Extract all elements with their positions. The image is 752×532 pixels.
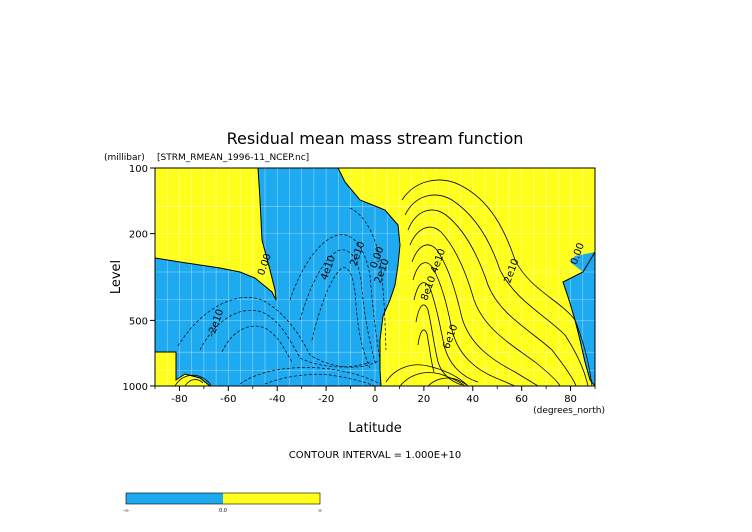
y-units-label: (millibar) bbox=[104, 153, 145, 163]
x-tick-label: 20 bbox=[418, 394, 431, 405]
positive-region-west-top bbox=[155, 168, 276, 300]
x-tick-label: -40 bbox=[269, 394, 285, 405]
colorbar-tick-zero: 0.0 bbox=[219, 508, 227, 514]
colorbar-tick-max: ∞ bbox=[318, 508, 322, 514]
y-tick-label: 500 bbox=[129, 316, 148, 327]
negative-contours bbox=[177, 207, 387, 386]
x-tick-label: -60 bbox=[220, 394, 236, 405]
y-tick-label: 1000 bbox=[123, 382, 148, 393]
grid-lines bbox=[155, 168, 595, 386]
colorbar-positive bbox=[223, 493, 320, 504]
x-axis: -80 -60 -40 -20 0 20 40 60 80 bbox=[154, 386, 596, 405]
colorbar-negative bbox=[126, 493, 223, 504]
chart-title: Residual mean mass stream function bbox=[227, 129, 524, 148]
y-axis-label: Level bbox=[109, 260, 124, 294]
colorbar-tick-min: -∞ bbox=[123, 508, 129, 514]
x-units-label: (degrees_north) bbox=[533, 406, 605, 416]
chart-subtitle: [STRM_RMEAN_1996-11_NCEP.nc] bbox=[157, 153, 309, 163]
colorbar: -∞ 0.0 ∞ bbox=[123, 492, 322, 514]
x-axis-label: Latitude bbox=[348, 421, 402, 436]
x-tick-label: -20 bbox=[318, 394, 334, 405]
x-tick-label: 40 bbox=[466, 394, 479, 405]
contour-interval-note: CONTOUR INTERVAL = 1.000E+10 bbox=[289, 450, 461, 461]
y-axis: 100 200 500 1000 bbox=[123, 164, 155, 393]
x-tick-label: 0 bbox=[372, 394, 378, 405]
y-tick-label: 200 bbox=[129, 230, 148, 241]
y-tick-label: 100 bbox=[129, 164, 148, 175]
x-tick-label: 80 bbox=[564, 394, 577, 405]
x-tick-label: -80 bbox=[171, 394, 187, 405]
x-tick-label: 60 bbox=[515, 394, 528, 405]
positive-contours bbox=[174, 179, 593, 386]
zero-contours bbox=[155, 168, 595, 386]
colorbar-frame bbox=[125, 492, 321, 505]
